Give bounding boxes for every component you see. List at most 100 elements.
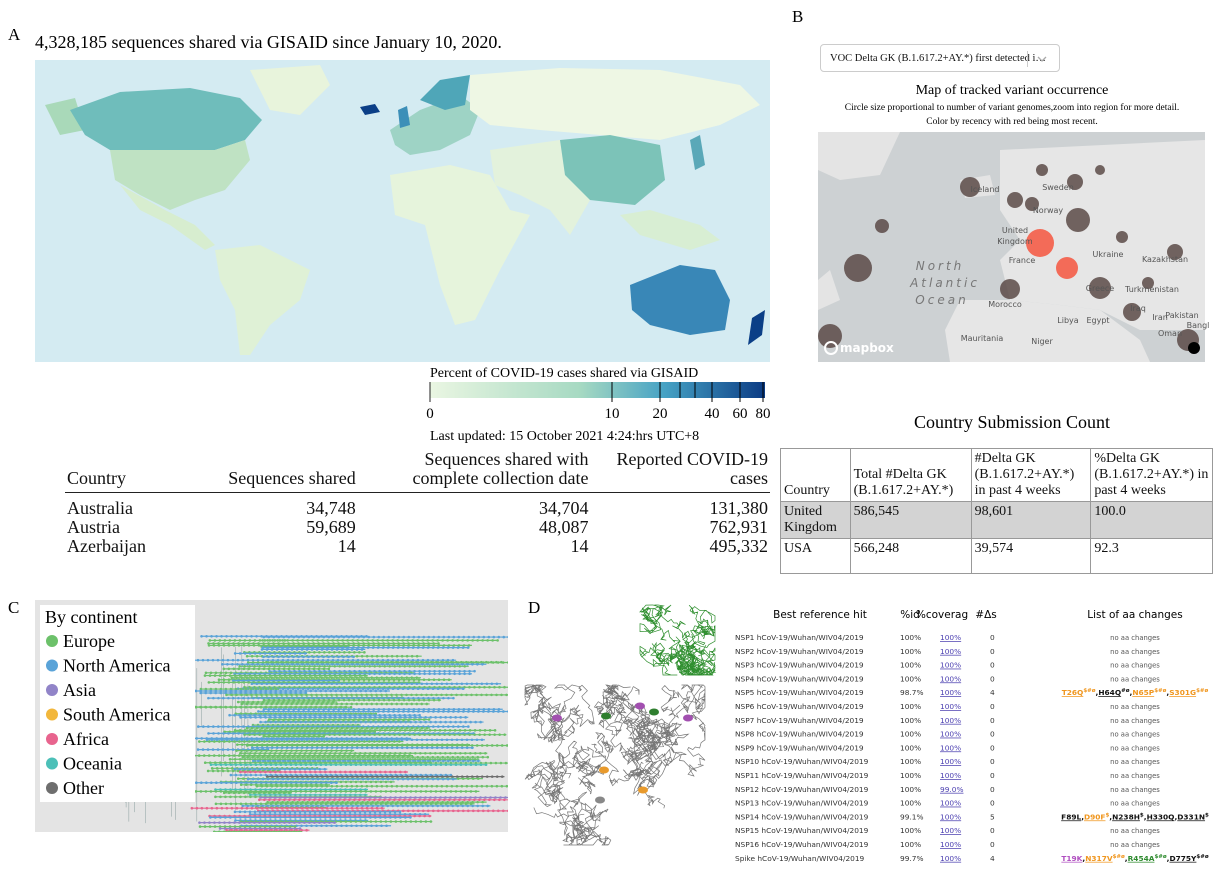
tree-tip: [441, 756, 444, 759]
tree-tip: [441, 744, 444, 747]
tree-tip: [311, 727, 314, 730]
coverage-link[interactable]: 100%: [940, 757, 961, 766]
tree-tip: [341, 639, 344, 642]
tree-tip: [293, 830, 296, 833]
coverage-link[interactable]: 100%: [940, 799, 961, 808]
tree-tip: [242, 659, 245, 662]
tree-tip: [356, 746, 359, 749]
tree-tip: [359, 752, 362, 755]
tree-tip: [405, 790, 408, 793]
tree-tip: [365, 820, 368, 823]
tree-tip: [265, 803, 268, 806]
coverage-link[interactable]: 100%: [940, 633, 961, 642]
tree-tip: [281, 785, 284, 788]
tree-tip: [462, 760, 465, 763]
tree-tip: [348, 678, 351, 681]
aa-changes: no aa changes: [1110, 634, 1160, 642]
coverage-link[interactable]: 100%: [940, 730, 961, 739]
tree-tip: [276, 738, 279, 741]
coverage-link[interactable]: 100%: [940, 771, 961, 780]
tree-tip: [356, 648, 359, 651]
identity: 100%: [900, 674, 921, 683]
tree-tip: [481, 639, 484, 642]
tree-tip: [267, 656, 270, 659]
coverage-link[interactable]: 100%: [940, 674, 961, 683]
coverage-link[interactable]: 100%: [940, 854, 961, 863]
table-row: Austria59,68948,087762,931: [65, 518, 770, 537]
tree-tip: [440, 694, 443, 697]
tree-tip: [322, 710, 325, 713]
aa-change-flags: #ø: [1121, 688, 1130, 694]
tree-tip: [300, 803, 303, 806]
tree-tip: [306, 756, 309, 759]
tree-tip: [421, 639, 424, 642]
tree-tip: [466, 785, 469, 788]
map-label: Greece: [1086, 284, 1115, 293]
tree-tip: [520, 762, 523, 765]
coverage-link[interactable]: 99.0%: [940, 785, 963, 794]
change-count: 0: [990, 702, 995, 711]
tree-tip: [412, 810, 415, 813]
tree-tip: [294, 811, 297, 814]
identity: 100%: [900, 840, 921, 849]
identity: 100%: [900, 730, 921, 739]
coverage-link[interactable]: 100%: [940, 647, 961, 656]
tree-tip: [301, 756, 304, 759]
tree-tip: [378, 678, 381, 681]
tree-tip: [370, 703, 373, 706]
tree-tip: [348, 665, 351, 668]
tree-tip: [431, 805, 434, 808]
coverage-link[interactable]: 100%: [940, 688, 961, 697]
tree-tip: [517, 636, 520, 639]
tree-tip: [308, 665, 311, 668]
change-count: 0: [990, 661, 995, 670]
tree-tip: [512, 710, 515, 713]
tree-tip: [207, 659, 210, 662]
tree-tip: [315, 803, 318, 806]
tree-tip: [379, 816, 382, 819]
coverage-link[interactable]: 100%: [940, 661, 961, 670]
coverage-link[interactable]: 100%: [940, 812, 961, 821]
tree-tip: [298, 708, 301, 711]
coverage-link[interactable]: 100%: [940, 826, 961, 835]
tree-tip: [431, 682, 434, 685]
tree-tip: [246, 744, 249, 747]
aa-changes: T26Q$#ø,H64Q#ø,N65P$#ø,S301G$#ø: [1062, 688, 1209, 697]
tree-tip: [502, 710, 505, 713]
tree-tip: [361, 756, 364, 759]
tree-tip: [302, 636, 305, 639]
tree-tip: [191, 807, 194, 810]
tree-tip: [411, 756, 414, 759]
tree-tip: [261, 807, 264, 810]
tree-tip: [277, 659, 280, 662]
tree-tip: [223, 754, 226, 757]
tree-tip: [382, 646, 385, 649]
tree-tip: [355, 703, 358, 706]
tree-tip: [298, 798, 301, 801]
tree-tip: [245, 763, 248, 766]
tree-tip: [318, 798, 321, 801]
coverage-link[interactable]: 100%: [940, 702, 961, 711]
coverage-link[interactable]: 100%: [940, 743, 961, 752]
protein-chain: [640, 605, 686, 642]
tree-tip: [418, 718, 421, 721]
aa-changes: T19K,N317V$#ø,R454A$#ø,D775Y$#ø: [1061, 854, 1208, 863]
tree-tip: [215, 763, 218, 766]
tree-tip: [297, 735, 300, 738]
coverage-link[interactable]: 100%: [940, 840, 961, 849]
tree-tip: [386, 805, 389, 808]
tree-tip: [228, 740, 231, 743]
tree-tip: [294, 674, 297, 677]
tree-tip: [316, 785, 319, 788]
tree-tip: [324, 752, 327, 755]
tree-tip: [271, 785, 274, 788]
tree-tip: [218, 740, 221, 743]
tree-tip: [314, 796, 317, 799]
coverage-link[interactable]: 100%: [940, 716, 961, 725]
tree-tip: [426, 738, 429, 741]
tree-tip: [363, 699, 366, 702]
tree-tip: [461, 785, 464, 788]
tree-tip: [449, 752, 452, 755]
tree-tip: [353, 644, 356, 647]
variant-dropdown[interactable]: VOC Delta GK (B.1.617.2+AY.*) first dete…: [820, 44, 1060, 72]
